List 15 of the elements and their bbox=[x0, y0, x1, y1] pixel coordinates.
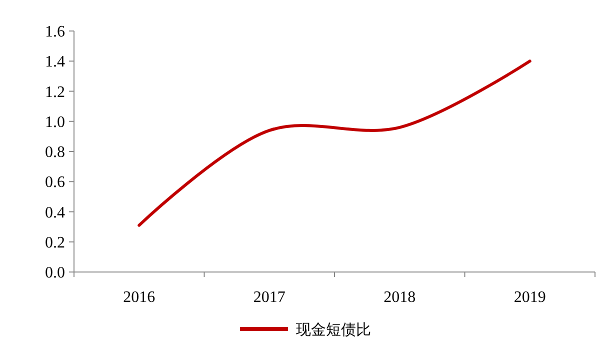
y-tick-label: 0.0 bbox=[45, 264, 65, 282]
x-tick-label: 2017 bbox=[253, 289, 286, 306]
y-tick-label: 0.8 bbox=[45, 144, 65, 162]
y-tick-label: 1.6 bbox=[45, 24, 65, 41]
x-tick-label: 2018 bbox=[384, 289, 416, 306]
legend-label: 现金短债比 bbox=[296, 320, 371, 338]
line-series bbox=[138, 60, 532, 227]
y-tick-label: 1.0 bbox=[45, 114, 65, 131]
y-tick-label: 0.2 bbox=[45, 234, 65, 252]
x-tick-label: 2019 bbox=[514, 289, 546, 306]
y-tick-label: 0.6 bbox=[45, 174, 65, 192]
y-tick-label: 1.2 bbox=[45, 84, 65, 101]
x-tick-label: 2016 bbox=[123, 289, 156, 306]
y-tick-label: 0.4 bbox=[45, 204, 65, 222]
y-tick-label: 1.4 bbox=[45, 54, 65, 71]
